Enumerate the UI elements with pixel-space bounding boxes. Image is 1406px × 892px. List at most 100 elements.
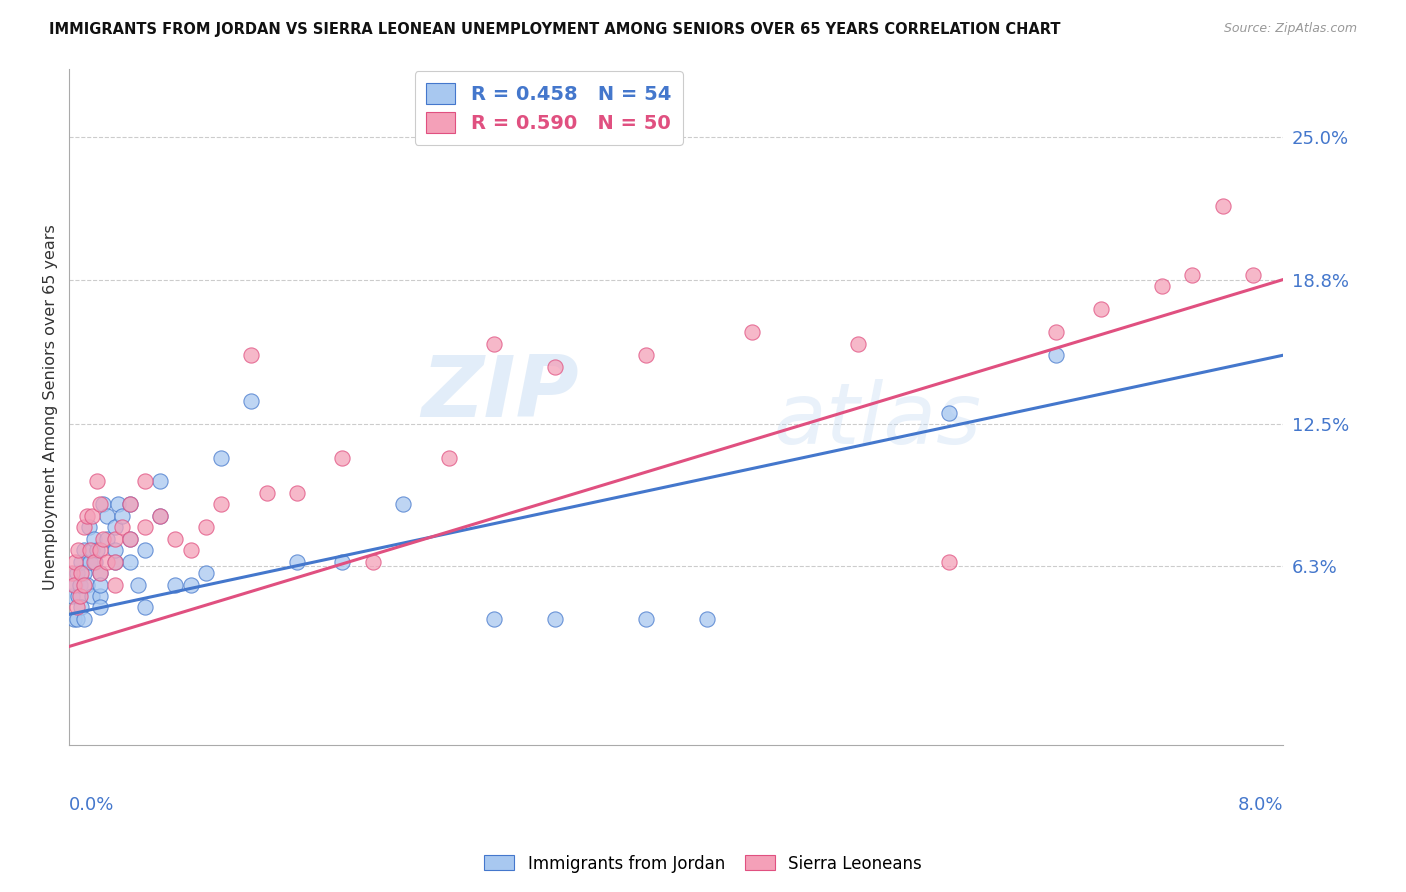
Point [66, 566, 89, 580]
Text: ZIP: ZIP [422, 351, 579, 434]
Point [104, 532, 127, 546]
Point [544, 612, 567, 626]
Point [73, 520, 96, 534]
Point [134, 475, 156, 489]
Point [482, 336, 505, 351]
Point [285, 485, 308, 500]
Point [73, 566, 96, 580]
Point [76, 577, 98, 591]
Point [209, 451, 232, 466]
Point [437, 451, 460, 466]
Point [118, 555, 141, 569]
Point [1150, 279, 1173, 293]
Point [89, 589, 111, 603]
Point [70, 600, 93, 615]
Point [846, 336, 869, 351]
Point [165, 577, 187, 591]
Point [89, 497, 111, 511]
Point [1181, 268, 1204, 282]
Point [89, 543, 111, 558]
Text: 8.0%: 8.0% [1237, 796, 1284, 814]
Point [361, 555, 384, 569]
Point [209, 497, 232, 511]
Text: atlas: atlas [773, 379, 981, 462]
Point [73, 612, 96, 626]
Point [73, 577, 96, 591]
Point [1212, 199, 1234, 213]
Point [65, 555, 87, 569]
Point [79, 543, 101, 558]
Point [73, 543, 96, 558]
Point [89, 566, 111, 580]
Point [482, 612, 505, 626]
Point [104, 577, 127, 591]
Point [544, 359, 567, 374]
Point [165, 532, 187, 546]
Point [77, 520, 100, 534]
Point [127, 577, 149, 591]
Point [118, 532, 141, 546]
Point [392, 497, 415, 511]
Point [91, 497, 114, 511]
Point [104, 543, 127, 558]
Point [134, 520, 156, 534]
Point [62, 577, 84, 591]
Point [634, 612, 657, 626]
Legend: Immigrants from Jordan, Sierra Leoneans: Immigrants from Jordan, Sierra Leoneans [478, 848, 928, 880]
Point [69, 589, 91, 603]
Point [104, 555, 127, 569]
Point [80, 543, 103, 558]
Point [67, 589, 90, 603]
Y-axis label: Unemployment Among Seniors over 65 years: Unemployment Among Seniors over 65 years [44, 224, 58, 590]
Point [104, 520, 127, 534]
Point [134, 543, 156, 558]
Point [180, 543, 202, 558]
Point [1241, 268, 1264, 282]
Point [1045, 348, 1067, 362]
Point [86, 543, 108, 558]
Point [80, 508, 103, 523]
Text: 0.0%: 0.0% [69, 796, 115, 814]
Point [285, 555, 308, 569]
Point [96, 532, 118, 546]
Text: IMMIGRANTS FROM JORDAN VS SIERRA LEONEAN UNEMPLOYMENT AMONG SENIORS OVER 65 YEAR: IMMIGRANTS FROM JORDAN VS SIERRA LEONEAN… [49, 22, 1060, 37]
Point [180, 577, 202, 591]
Point [96, 508, 118, 523]
Point [149, 475, 172, 489]
Point [194, 566, 217, 580]
Point [741, 325, 763, 339]
Point [1045, 325, 1067, 339]
Point [111, 520, 134, 534]
Point [149, 508, 172, 523]
Legend: R = 0.458   N = 54, R = 0.590   N = 50: R = 0.458 N = 54, R = 0.590 N = 50 [415, 71, 683, 145]
Point [240, 348, 263, 362]
Point [91, 532, 114, 546]
Point [107, 497, 129, 511]
Point [89, 600, 111, 615]
Point [67, 543, 90, 558]
Point [1090, 302, 1112, 317]
Point [118, 497, 141, 511]
Point [149, 508, 172, 523]
Point [83, 555, 105, 569]
Point [118, 532, 141, 546]
Point [89, 577, 111, 591]
Point [256, 485, 278, 500]
Point [240, 394, 263, 409]
Point [80, 589, 103, 603]
Point [118, 497, 141, 511]
Point [104, 555, 127, 569]
Point [60, 589, 83, 603]
Point [86, 475, 108, 489]
Point [332, 555, 354, 569]
Point [332, 451, 354, 466]
Point [62, 612, 84, 626]
Point [111, 508, 134, 523]
Point [634, 348, 657, 362]
Point [134, 600, 156, 615]
Point [194, 520, 217, 534]
Point [83, 532, 105, 546]
Point [66, 600, 89, 615]
Point [89, 566, 111, 580]
Point [696, 612, 718, 626]
